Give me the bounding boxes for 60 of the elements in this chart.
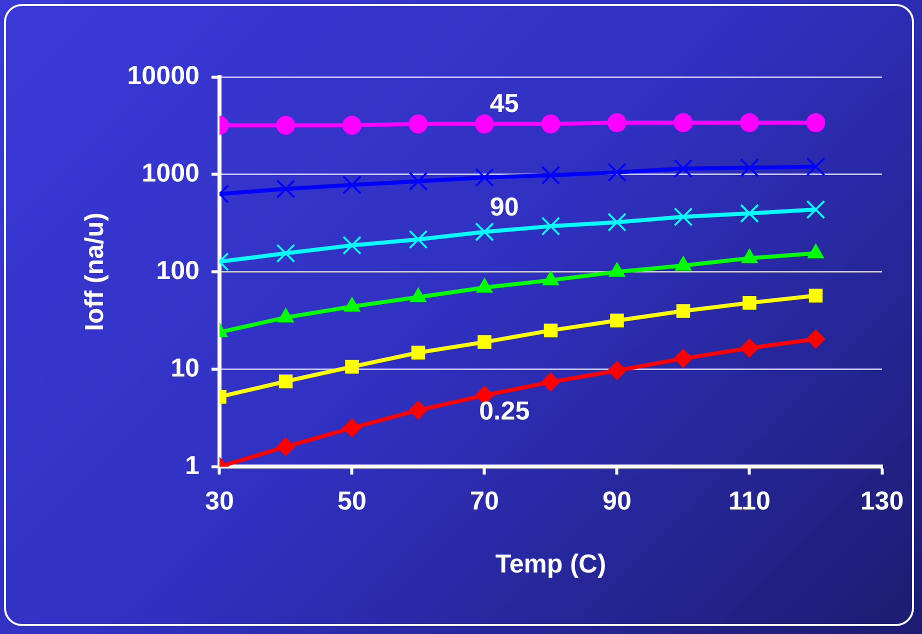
point	[342, 418, 362, 438]
point	[541, 216, 560, 236]
point	[342, 175, 362, 194]
point	[806, 200, 826, 219]
point	[674, 113, 693, 132]
annotation: 90	[490, 191, 519, 222]
x-tick-label: 90	[602, 485, 632, 516]
point	[475, 222, 494, 242]
x-tick-label: 30	[205, 485, 234, 516]
point	[541, 372, 560, 392]
point	[608, 113, 626, 132]
point	[278, 374, 293, 388]
point	[475, 114, 494, 134]
point	[342, 116, 362, 135]
point	[475, 168, 494, 187]
y-tick-label: 1	[185, 450, 200, 480]
point	[276, 437, 296, 456]
point	[411, 346, 426, 360]
annotation: 45	[490, 88, 519, 118]
y-axis-title: Ioff (na/u)	[78, 212, 109, 332]
y-tick-label: 100	[156, 254, 200, 285]
point	[342, 236, 362, 255]
x-tick-label: 70	[470, 485, 499, 516]
point	[674, 159, 693, 178]
annotation: 0.25	[479, 396, 530, 426]
point	[608, 360, 626, 380]
y-tick-label: 10000	[127, 60, 200, 90]
point	[276, 116, 296, 135]
point	[676, 304, 690, 318]
point	[806, 113, 826, 132]
point	[608, 162, 626, 182]
point	[408, 172, 428, 191]
point	[740, 158, 759, 178]
x-tick-label: 110	[728, 485, 770, 516]
point	[276, 244, 296, 263]
point	[345, 360, 359, 374]
x-tick-label: 50	[338, 485, 366, 516]
point	[276, 179, 296, 198]
point	[408, 114, 428, 134]
y-tick-label: 1000	[142, 158, 200, 188]
y-tick-label: 10	[170, 352, 200, 382]
point	[674, 207, 693, 226]
point	[541, 114, 560, 134]
point	[674, 348, 693, 368]
point	[806, 157, 826, 176]
point	[408, 230, 428, 249]
x-axis-title: Temp (C)	[495, 548, 606, 579]
point	[478, 335, 492, 349]
point	[541, 166, 560, 185]
x-tick-label: 130	[860, 485, 904, 516]
point	[742, 296, 756, 310]
point	[608, 212, 626, 232]
point	[740, 204, 759, 223]
point	[544, 324, 558, 338]
point	[740, 113, 759, 132]
point	[610, 314, 624, 328]
point	[806, 330, 826, 349]
point	[740, 338, 759, 358]
point	[408, 400, 428, 420]
point	[808, 288, 823, 302]
